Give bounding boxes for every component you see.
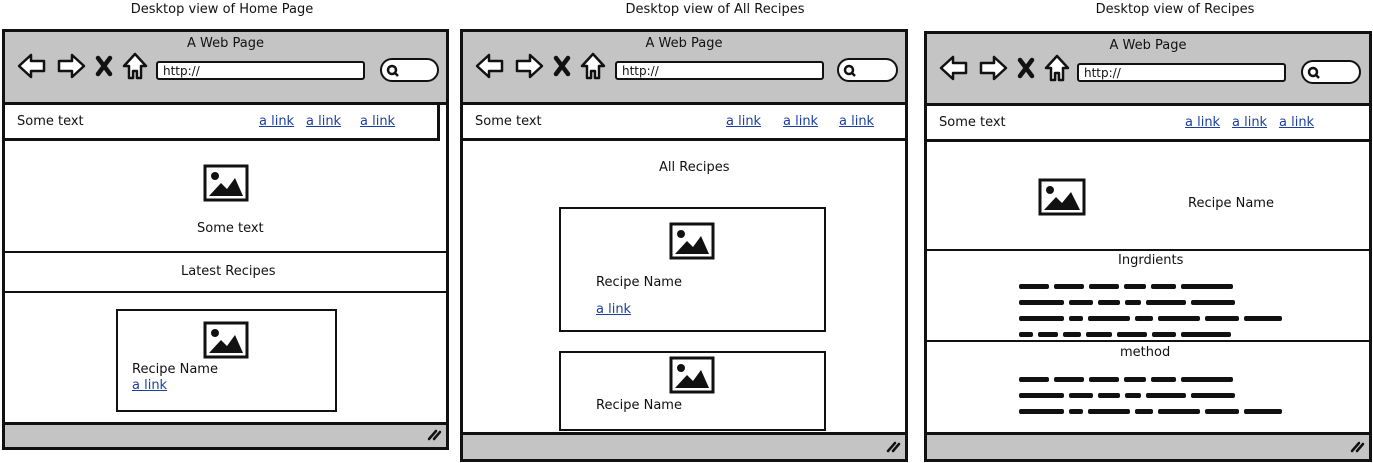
url-field[interactable]: http:// — [1077, 63, 1286, 82]
forward-arrow-icon[interactable] — [514, 53, 544, 79]
nav-icons — [939, 54, 1074, 84]
resize-grip-icon[interactable] — [885, 438, 901, 457]
site-navbar: Some text a link a link a link — [5, 105, 440, 141]
placeholder-text — [1019, 276, 1238, 289]
navbar-link-1[interactable]: a link — [726, 114, 762, 129]
image-icon — [203, 164, 249, 206]
resize-grip-icon[interactable] — [426, 426, 442, 445]
recipe-name: Recipe Name — [1188, 196, 1274, 211]
navbar-link-3[interactable]: a link — [839, 114, 875, 129]
search-icon — [1307, 65, 1321, 84]
browser-title: A Web Page — [1109, 38, 1187, 53]
recipe-card: Recipe Name — [559, 351, 826, 431]
placeholder-text — [1019, 385, 1240, 398]
image-icon — [203, 321, 249, 363]
hero-text: Some text — [197, 221, 264, 236]
back-arrow-icon[interactable] — [939, 55, 969, 81]
navbar-brand: Some text — [475, 114, 542, 129]
recipe-name: Recipe Name — [596, 398, 682, 413]
recipe-card: Recipe Name a link — [116, 309, 337, 412]
placeholder-text — [1019, 292, 1240, 305]
browser-chrome: A Web Page http:// — [5, 32, 446, 105]
browser-chrome: A Web Page http:// — [463, 32, 905, 105]
page-heading: All Recipes — [659, 160, 730, 175]
home-icon[interactable] — [1044, 54, 1070, 82]
recipe-name: Recipe Name — [132, 362, 218, 377]
caption-all-recipes: Desktop view of All Recipes — [625, 2, 805, 17]
image-icon — [669, 222, 715, 264]
recipe-link[interactable]: a link — [132, 378, 168, 393]
navbar-link-3[interactable]: a link — [360, 114, 396, 129]
browser-title: A Web Page — [645, 36, 723, 51]
navbar-link-2[interactable]: a link — [306, 114, 342, 129]
navbar-link-2[interactable]: a link — [1232, 115, 1268, 130]
site-navbar: Some text a link a link a link — [463, 105, 905, 141]
site-navbar: Some text a link a link a link — [927, 106, 1369, 142]
method-title: method — [1120, 345, 1171, 360]
divider — [5, 251, 446, 253]
close-icon[interactable] — [553, 55, 571, 77]
frame-home: A Web Page http:// Some text a link a li… — [2, 29, 449, 450]
url-field[interactable]: http:// — [156, 61, 365, 80]
forward-arrow-icon[interactable] — [978, 55, 1008, 81]
nav-icons — [475, 52, 610, 82]
nav-icons — [17, 52, 152, 82]
recipe-link[interactable]: a link — [596, 302, 632, 317]
browser-footer — [927, 432, 1369, 459]
browser-search[interactable] — [837, 58, 898, 82]
browser-footer — [5, 422, 446, 447]
navbar-link-1[interactable]: a link — [1185, 115, 1221, 130]
navbar-link-3[interactable]: a link — [1279, 115, 1315, 130]
search-icon — [386, 63, 400, 82]
browser-chrome: A Web Page http:// — [927, 34, 1369, 106]
placeholder-text — [1019, 369, 1238, 382]
back-arrow-icon[interactable] — [475, 53, 505, 79]
search-icon — [843, 63, 857, 82]
caption-recipes: Desktop view of Recipes — [1095, 2, 1255, 17]
navbar-brand: Some text — [939, 115, 1006, 130]
ingredients-title: Ingrdients — [1118, 253, 1184, 268]
divider — [5, 291, 446, 293]
forward-arrow-icon[interactable] — [56, 53, 86, 79]
home-icon[interactable] — [580, 52, 606, 80]
url-field[interactable]: http:// — [615, 61, 824, 80]
placeholder-text — [1019, 401, 1287, 414]
browser-search[interactable] — [380, 58, 439, 82]
resize-grip-icon[interactable] — [1349, 438, 1365, 457]
browser-search[interactable] — [1301, 60, 1361, 84]
navbar-link-2[interactable]: a link — [783, 114, 819, 129]
caption-home: Desktop view of Home Page — [130, 2, 314, 17]
divider — [927, 340, 1369, 342]
recipe-name: Recipe Name — [596, 275, 682, 290]
section-title: Latest Recipes — [181, 264, 276, 279]
placeholder-text — [1019, 324, 1236, 337]
browser-title: A Web Page — [187, 36, 264, 51]
divider — [927, 249, 1369, 251]
home-icon[interactable] — [122, 52, 148, 80]
image-icon — [669, 356, 715, 398]
close-icon[interactable] — [95, 55, 113, 77]
image-icon — [1038, 178, 1086, 220]
navbar-link-1[interactable]: a link — [259, 114, 295, 129]
placeholder-text — [1019, 308, 1287, 321]
browser-footer — [463, 432, 905, 459]
frame-recipe: A Web Page http:// Some text a link a li… — [924, 31, 1372, 462]
recipe-card: Recipe Name a link — [559, 207, 826, 332]
close-icon[interactable] — [1017, 57, 1035, 79]
back-arrow-icon[interactable] — [17, 53, 47, 79]
frame-all-recipes: A Web Page http:// Some text a link a li… — [460, 29, 908, 462]
navbar-brand: Some text — [17, 114, 84, 129]
